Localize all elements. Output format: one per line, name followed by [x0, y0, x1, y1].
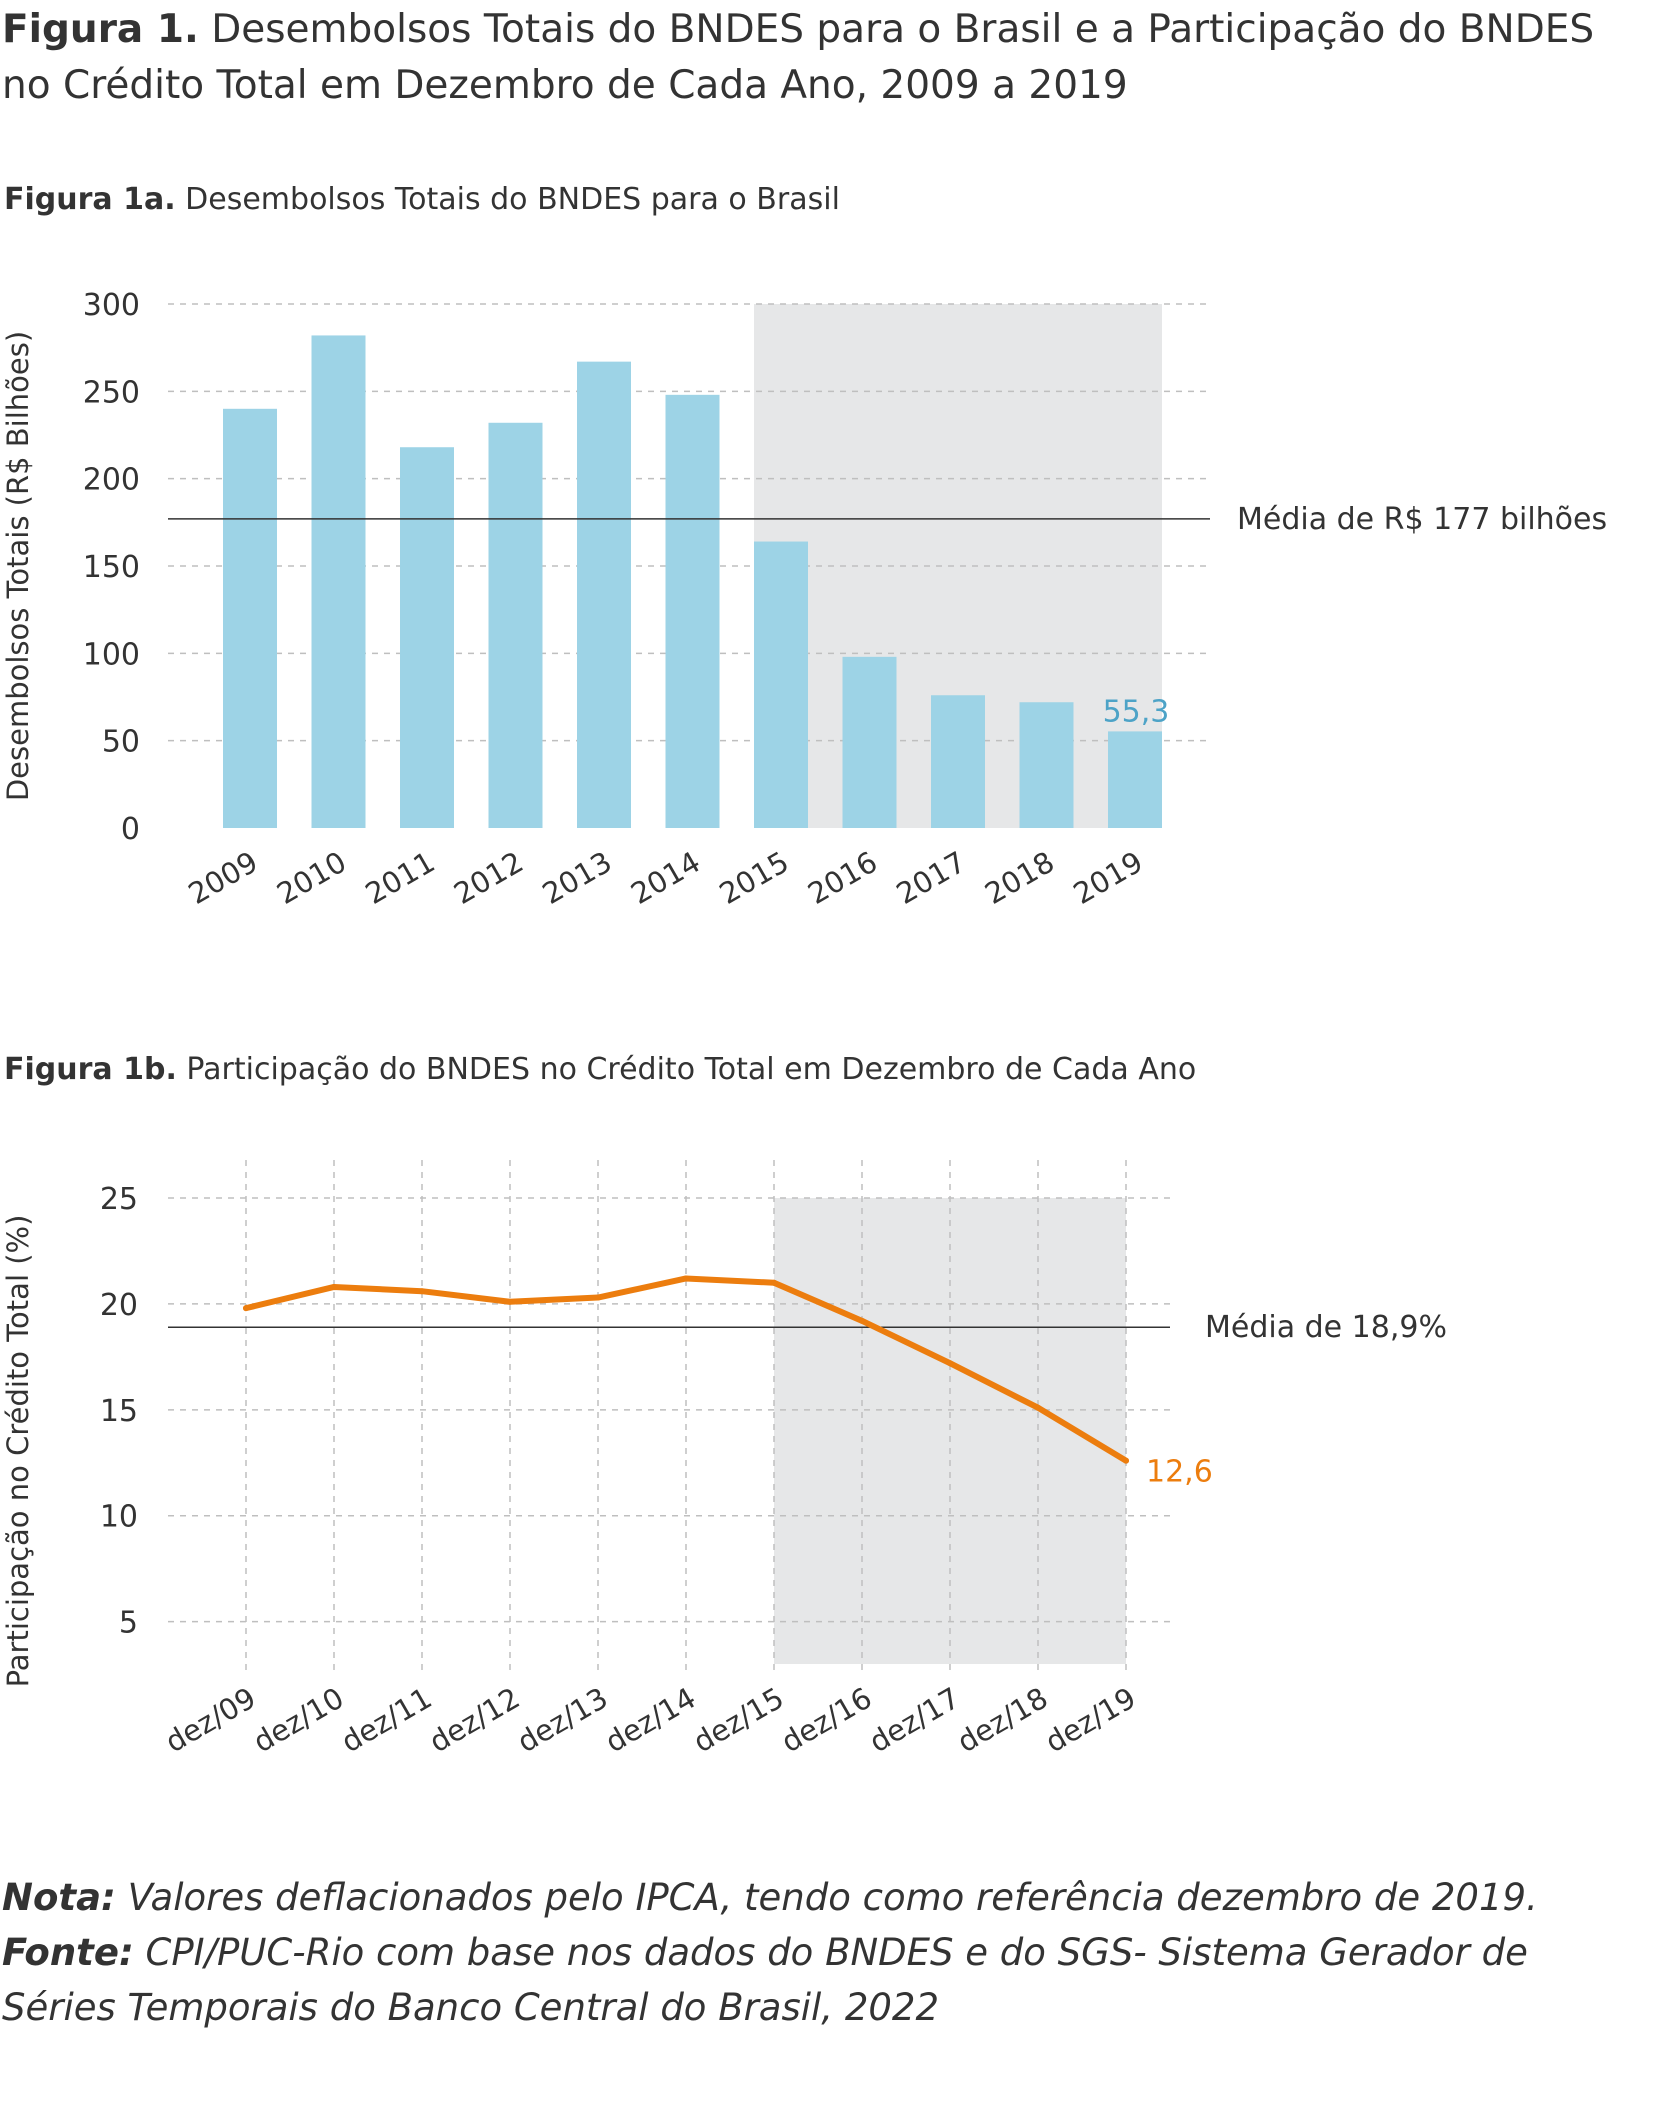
data-point: [1123, 1457, 1129, 1464]
data-label: 12,6: [1146, 1455, 1213, 1490]
y-tick-label: 100: [83, 637, 140, 672]
x-tick-label: 2009: [183, 845, 264, 911]
title-prefix: Figura 1.: [2, 7, 199, 52]
y-tick-label: 5: [119, 1606, 138, 1641]
bar: [311, 335, 366, 828]
bar: [223, 408, 277, 828]
bar: [577, 361, 631, 828]
y-tick-label: 0: [121, 812, 140, 847]
data-point: [507, 1298, 513, 1305]
line-chart-credit-share: dez/09dez/10dez/11dez/12dez/13dez/14dez/…: [1, 1160, 1447, 1760]
y-axis-title: Participação no Crédito Total (%): [1, 1215, 35, 1688]
x-tick-label: 2010: [271, 845, 352, 911]
y-tick-label: 200: [83, 463, 140, 498]
y-tick-label: 150: [83, 550, 140, 585]
y-tick-label: 10: [100, 1500, 138, 1535]
x-tick-label: dez/13: [511, 1681, 613, 1760]
figure-1b-text: Participação do BNDES no Crédito Total e…: [186, 1052, 1197, 1087]
x-tick-label: dez/10: [247, 1681, 349, 1760]
x-tick-label: dez/15: [687, 1681, 789, 1760]
data-point: [947, 1360, 953, 1367]
footer-notes: Nota: Valores deflacionados pelo IPCA, t…: [2, 1870, 1652, 2035]
x-tick-label: 2012: [448, 845, 529, 911]
data-point: [683, 1275, 689, 1282]
shaded-region: [774, 1198, 1126, 1664]
y-tick-label: 50: [102, 725, 140, 760]
bar: [931, 695, 985, 828]
x-tick-label: dez/18: [951, 1681, 1053, 1760]
note-label: Nota:: [2, 1876, 116, 1919]
data-point: [243, 1305, 249, 1312]
mean-label: Média de 18,9%: [1205, 1310, 1447, 1345]
data-point: [859, 1317, 865, 1324]
bar: [1019, 702, 1074, 828]
x-tick-label: 2013: [537, 845, 618, 911]
y-tick-label: 250: [83, 375, 140, 410]
y-tick-label: 300: [83, 288, 140, 323]
bar: [754, 541, 808, 828]
x-tick-label: 2016: [802, 845, 883, 911]
source-line: Fonte: CPI/PUC-Rio com base nos dados do…: [2, 1925, 1652, 2035]
page-title: Figura 1. Desembolsos Totais do BNDES pa…: [2, 2, 1652, 114]
figure-1b-title: Figura 1b. Participação do BNDES no Créd…: [4, 1052, 1196, 1087]
mean-label: Média de R$ 177 bilhões: [1237, 502, 1607, 537]
y-tick-label: 25: [100, 1182, 138, 1217]
x-tick-label: 2018: [979, 845, 1060, 911]
data-point: [419, 1288, 425, 1295]
x-tick-label: 2011: [360, 845, 441, 911]
data-label: 55,3: [1103, 694, 1170, 729]
x-tick-label: 2019: [1068, 845, 1149, 911]
figure-1a-title: Figura 1a. Desembolsos Totais do BNDES p…: [4, 182, 840, 217]
data-point: [595, 1294, 601, 1301]
data-point: [331, 1283, 337, 1290]
bar: [665, 394, 720, 828]
source-label: Fonte:: [2, 1931, 134, 1974]
x-tick-label: dez/19: [1039, 1681, 1141, 1760]
bar: [488, 422, 543, 828]
x-tick-label: dez/14: [599, 1681, 701, 1760]
figure-1b-prefix: Figura 1b.: [4, 1052, 177, 1087]
data-point: [1035, 1404, 1041, 1411]
x-tick-label: 2017: [891, 845, 972, 911]
y-tick-label: 20: [100, 1288, 138, 1323]
x-tick-label: 2015: [714, 845, 795, 911]
x-tick-label: 2014: [625, 845, 706, 911]
figure-1a-prefix: Figura 1a.: [4, 182, 176, 217]
data-point: [771, 1279, 777, 1286]
x-tick-label: dez/16: [775, 1681, 877, 1760]
bar: [400, 447, 454, 828]
y-tick-label: 15: [100, 1394, 138, 1429]
x-tick-label: dez/11: [335, 1681, 437, 1760]
x-tick-label: dez/09: [159, 1681, 261, 1760]
note-text: Valores deflacionados pelo IPCA, tendo c…: [127, 1876, 1538, 1919]
source-text: CPI/PUC-Rio com base nos dados do BNDES …: [2, 1931, 1528, 2029]
bar: [842, 656, 897, 828]
x-tick-label: dez/17: [863, 1681, 965, 1760]
figure-1a-text: Desembolsos Totais do BNDES para o Brasi…: [185, 182, 840, 217]
note-line: Nota: Valores deflacionados pelo IPCA, t…: [2, 1870, 1652, 1925]
title-text: Desembolsos Totais do BNDES para o Brasi…: [2, 7, 1595, 108]
bar: [1108, 731, 1162, 828]
y-axis-title: Desembolsos Totais (R$ Bilhões): [1, 331, 35, 801]
x-tick-label: dez/12: [423, 1681, 525, 1760]
